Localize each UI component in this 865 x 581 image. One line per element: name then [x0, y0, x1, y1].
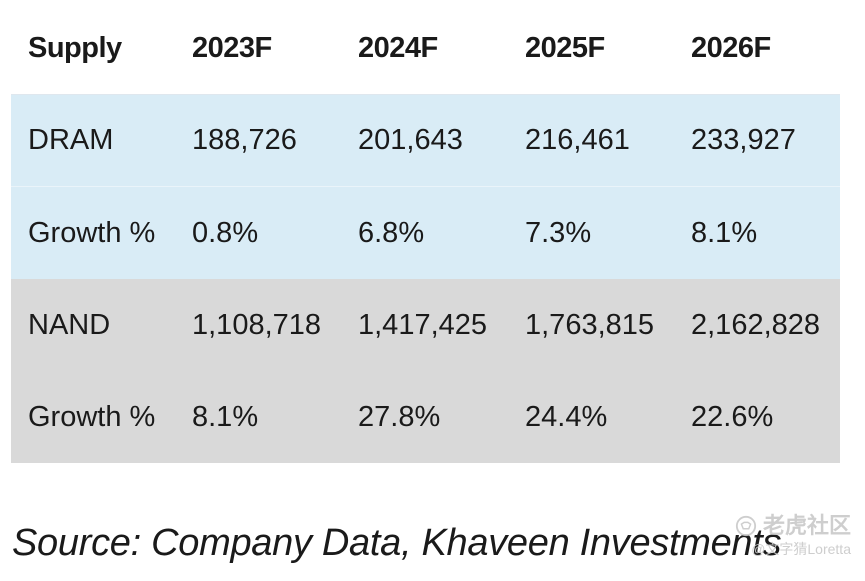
table-cell: 7.3%	[525, 216, 592, 249]
watermark-brand: 老虎社区	[762, 513, 851, 538]
table-row-dram-growth: Growth % 0.8% 6.8% 7.3% 8.1%	[11, 187, 840, 279]
header-cell-2023f: 2023F	[192, 32, 272, 64]
watermark: 老虎社区 @文字猜Loretta	[735, 514, 851, 558]
table-header-row: Supply 2023F 2024F 2025F 2026F	[11, 3, 840, 95]
table-cell: 8.1%	[691, 216, 758, 249]
row-label: NAND	[28, 308, 111, 341]
header-cell-2024f: 2024F	[358, 32, 438, 64]
table-cell: 2,162,828	[691, 308, 821, 341]
watermark-user: @文字猜Loretta	[751, 541, 851, 557]
table-row-nand: NAND 1,108,718 1,417,425 1,763,815 2,162…	[11, 279, 840, 371]
table-row-dram: DRAM 188,726 201,643 216,461 233,927	[11, 95, 840, 187]
table-cell: 6.8%	[358, 216, 425, 249]
table-cell: 188,726	[192, 124, 297, 156]
table-cell: 24.4%	[525, 400, 608, 433]
header-cell-2025f: 2025F	[525, 32, 605, 64]
row-label: DRAM	[28, 124, 114, 156]
header-cell-2026f: 2026F	[691, 32, 771, 64]
table-cell: 1,417,425	[358, 308, 488, 341]
table-cell: 22.6%	[691, 400, 774, 433]
table-cell: 233,927	[691, 124, 796, 156]
header-cell-supply: Supply	[28, 32, 122, 64]
table-cell: 216,461	[525, 124, 630, 156]
table-cell: 27.8%	[358, 400, 441, 433]
table-cell: 201,643	[358, 124, 463, 156]
table-cell: 1,763,815	[525, 308, 655, 341]
source-caption: Source: Company Data, Khaveen Investment…	[12, 522, 782, 564]
table-row-nand-growth: Growth % 8.1% 27.8% 24.4% 22.6%	[11, 371, 840, 463]
tiger-logo-icon	[735, 515, 757, 537]
table-cell: 8.1%	[192, 400, 259, 433]
table-cell: 0.8%	[192, 216, 259, 249]
supply-table: Supply 2023F 2024F 2025F 2026F DRAM 188,…	[11, 3, 840, 463]
row-label: Growth %	[28, 400, 156, 433]
row-label: Growth %	[28, 216, 156, 249]
table-cell: 1,108,718	[192, 308, 322, 341]
